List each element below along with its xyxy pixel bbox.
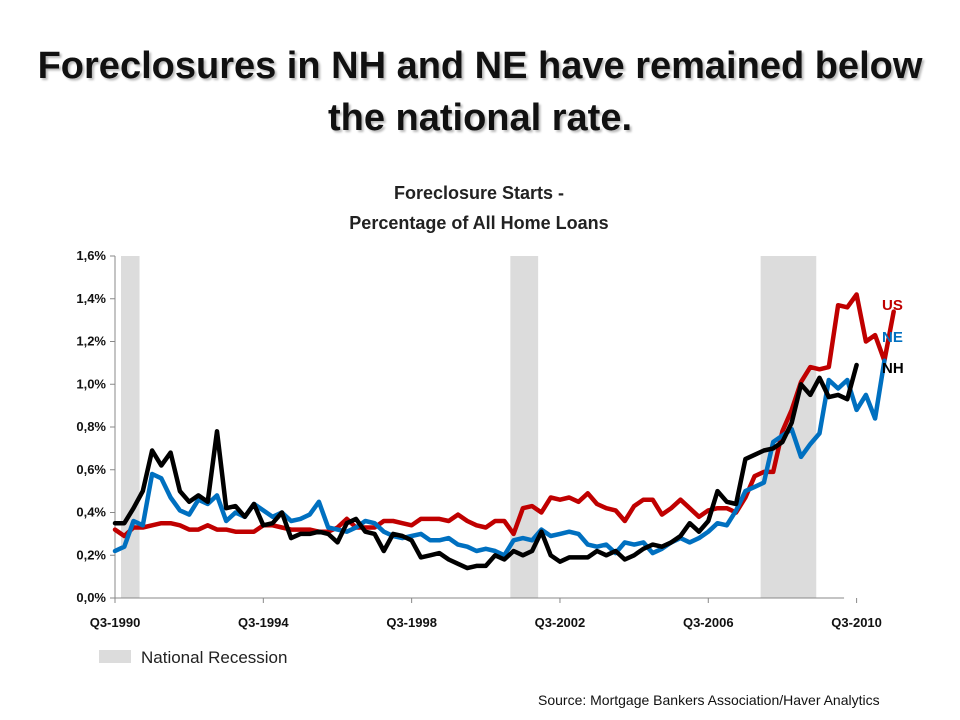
y-tick-label: 0,6% (76, 462, 106, 477)
series-legend: US NE NH (882, 297, 904, 377)
x-tick-label: Q3-1990 (90, 615, 141, 630)
y-tick-label: 0,8% (76, 419, 106, 434)
y-tick-label: 1,0% (76, 376, 106, 391)
y-tick-label: 1,2% (76, 334, 106, 349)
x-tick-label: Q3-2006 (683, 615, 734, 630)
chart-title-line-1: Foreclosure Starts - (394, 183, 564, 203)
recession-legend-swatch (99, 650, 131, 663)
slide-title: Foreclosures in NH and NE have remained … (0, 40, 960, 144)
recession-bands (121, 256, 817, 598)
y-tick-label: 0,0% (76, 590, 106, 605)
y-tick-label: 1,6% (76, 248, 106, 263)
x-tick-label: Q3-2002 (535, 615, 586, 630)
y-tick-label: 1,4% (76, 291, 106, 306)
recession-band-1 (121, 256, 140, 598)
x-tick-label: Q3-1998 (386, 615, 437, 630)
series-line-nh (112, 362, 859, 571)
chart-axes: 0,0% 0,2% 0,4% 0,6% 0,8% 1,0% 1,2% 1,4% 1,6% Q3-1… (76, 248, 882, 630)
legend-label-nh: NH (882, 360, 904, 377)
y-tick-label: 0,4% (76, 505, 106, 520)
series-line-us (112, 292, 896, 539)
legend-label-us: US (882, 297, 903, 314)
x-tick-label: Q3-1994 (238, 615, 289, 630)
y-tick-label: 0,2% (76, 547, 106, 562)
recession-legend-label: National Recession (141, 648, 287, 667)
slide-title-line-2: the national rate. (327, 97, 633, 139)
chart-title-line-2: Percentage of All Home Loans (349, 213, 608, 233)
slide-title-line-1: Foreclosures in NH and NE have remained … (37, 45, 923, 87)
legend-label-ne: NE (882, 329, 903, 346)
series-lines (112, 292, 896, 571)
source-note: Source: Mortgage Bankers Association/Hav… (538, 692, 880, 708)
x-tick-label: Q3-2010 (831, 615, 882, 630)
